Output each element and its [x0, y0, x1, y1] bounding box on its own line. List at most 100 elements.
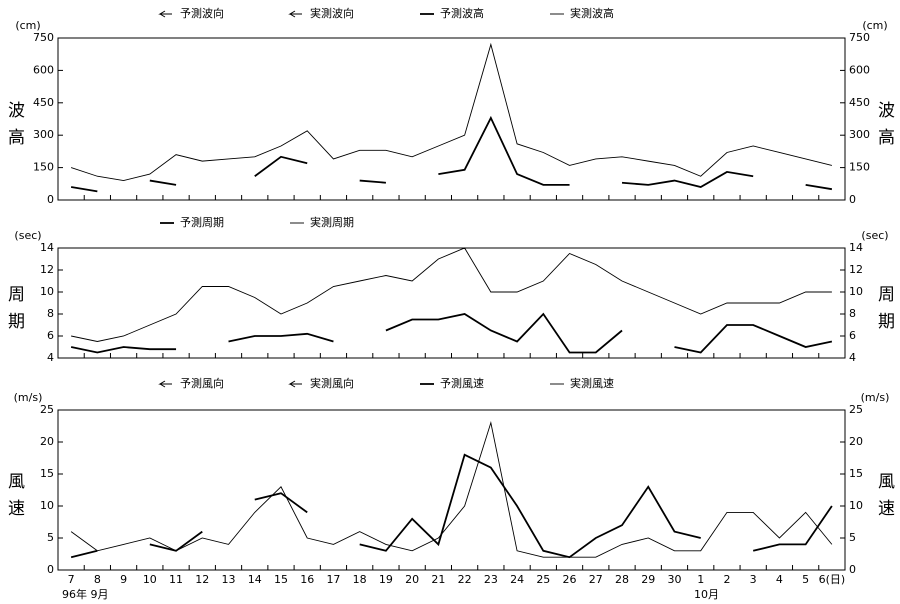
y-tick-label: 600: [33, 63, 54, 76]
unit-label: (sec): [14, 229, 41, 242]
y-tick-label: 5: [47, 531, 54, 544]
y-tick-label: 300: [33, 128, 54, 141]
data-line: [359, 179, 386, 184]
data-line: [70, 186, 98, 193]
data-line: [254, 155, 308, 177]
x-tick-label: 25: [536, 573, 550, 586]
data-line: [254, 492, 308, 514]
data-line: [621, 170, 754, 189]
y-tick-label: 8: [849, 307, 856, 320]
y-tick-label: 750: [849, 31, 870, 44]
legend-label: 実測波高: [570, 6, 614, 20]
x-tick-label: 20: [405, 573, 419, 586]
y-tick-label: 10: [849, 499, 863, 512]
data-line: [438, 115, 570, 186]
x-tick-label: 21: [431, 573, 445, 586]
y-tick-label: 450: [33, 96, 54, 109]
x-tick-label: 6(日): [819, 573, 846, 586]
y-tick-label: 15: [40, 467, 54, 480]
legend-label: 予測周期: [180, 215, 224, 229]
y-tick-label: 0: [47, 563, 54, 576]
x-tick-label: 19: [379, 573, 393, 586]
x-tick-label: 9: [120, 573, 127, 586]
data-line: [149, 530, 203, 552]
x-tick-label: 22: [458, 573, 472, 586]
y-tick-label: 6: [849, 329, 856, 342]
x-tick-label: 27: [589, 573, 603, 586]
data-line: [752, 505, 833, 552]
data-line: [70, 421, 833, 558]
y-tick-label: 25: [849, 403, 863, 416]
legend-label: 予測風向: [180, 376, 224, 390]
legend-label: 実測波向: [310, 6, 354, 20]
x-tick-label: 26: [563, 573, 577, 586]
x-tick-label: 15: [274, 573, 288, 586]
y-axis-label: 風速: [874, 472, 895, 526]
y-axis-label: 波高: [874, 101, 895, 155]
x-tick-label: 11: [169, 573, 183, 586]
data-line: [70, 549, 98, 559]
x-tick-label: 1: [697, 573, 704, 586]
data-line: [674, 324, 833, 354]
unit-label: (cm): [862, 19, 887, 32]
y-tick-label: 0: [849, 193, 856, 206]
y-tick-label: 15: [849, 467, 863, 480]
x-tick-label: 23: [484, 573, 498, 586]
x-tick-label: 29: [641, 573, 655, 586]
x-tick-label: 4: [776, 573, 783, 586]
y-axis-label: 周期: [4, 285, 25, 339]
y-tick-label: 0: [849, 563, 856, 576]
data-line: [385, 312, 623, 354]
y-tick-label: 4: [47, 351, 54, 364]
y-tick-label: 600: [849, 63, 870, 76]
legend-arrow: [288, 380, 302, 388]
x-tick-label: 3: [750, 573, 757, 586]
legend-arrow: [288, 10, 302, 18]
y-tick-label: 10: [40, 499, 54, 512]
legend-label: 実測風速: [570, 376, 614, 390]
y-tick-label: 450: [849, 96, 870, 109]
legend-label: 予測風速: [440, 376, 484, 390]
y-tick-label: 750: [33, 31, 54, 44]
x-tick-label: 10: [143, 573, 157, 586]
x-tick-label: 28: [615, 573, 629, 586]
y-tick-label: 12: [40, 263, 54, 276]
x-tick-label: 8: [94, 573, 101, 586]
plot-frame: [57, 409, 846, 571]
y-tick-label: 14: [40, 241, 54, 254]
x-tick-label: 5: [802, 573, 809, 586]
y-tick-label: 25: [40, 403, 54, 416]
data-line: [70, 346, 177, 354]
y-tick-label: 10: [40, 285, 54, 298]
unit-label: (cm): [15, 19, 40, 32]
data-line: [228, 332, 334, 343]
y-tick-label: 20: [849, 435, 863, 448]
legend-label: 予測波向: [180, 6, 224, 20]
y-tick-label: 10: [849, 285, 863, 298]
y-tick-label: 12: [849, 263, 863, 276]
x-tick-label: 14: [248, 573, 262, 586]
y-tick-label: 150: [33, 161, 54, 174]
x-tick-label: 13: [222, 573, 236, 586]
y-tick-label: 300: [849, 128, 870, 141]
x-tick-label: 7: [68, 573, 75, 586]
x-tick-label: 17: [326, 573, 340, 586]
y-tick-label: 150: [849, 161, 870, 174]
y-tick-label: 14: [849, 241, 863, 254]
data-line: [70, 42, 832, 182]
y-tick-label: 20: [40, 435, 54, 448]
x-tick-label: 30: [667, 573, 681, 586]
x-month-label: 96年 9月: [62, 587, 109, 601]
unit-label: (m/s): [14, 391, 43, 404]
unit-label: (m/s): [861, 391, 890, 404]
y-axis-label: 風速: [4, 472, 25, 526]
legend-label: 予測波高: [440, 6, 484, 20]
x-tick-label: 2: [723, 573, 730, 586]
data-line: [359, 453, 701, 559]
legend-arrow: [158, 10, 172, 18]
data-line: [149, 179, 177, 186]
x-tick-label: 18: [353, 573, 367, 586]
x-tick-label: 12: [195, 573, 209, 586]
y-tick-label: 8: [47, 307, 54, 320]
